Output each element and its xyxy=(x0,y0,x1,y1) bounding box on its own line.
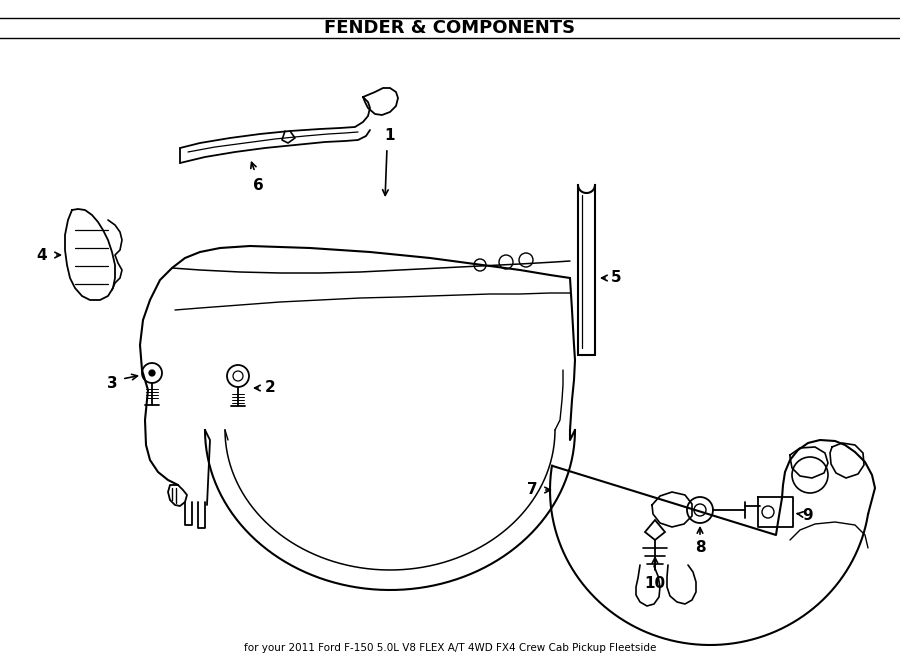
Text: 3: 3 xyxy=(107,375,117,391)
Text: 9: 9 xyxy=(803,508,814,522)
Circle shape xyxy=(149,370,155,376)
Text: 6: 6 xyxy=(253,178,264,192)
Text: 7: 7 xyxy=(526,483,537,498)
Text: for your 2011 Ford F-150 5.0L V8 FLEX A/T 4WD FX4 Crew Cab Pickup Fleetside: for your 2011 Ford F-150 5.0L V8 FLEX A/… xyxy=(244,643,656,653)
Text: 5: 5 xyxy=(611,270,621,286)
Text: 2: 2 xyxy=(265,381,275,395)
Text: 4: 4 xyxy=(37,247,48,262)
Text: FENDER & COMPONENTS: FENDER & COMPONENTS xyxy=(324,19,576,37)
Text: 1: 1 xyxy=(385,128,395,143)
Text: 8: 8 xyxy=(695,541,706,555)
Text: 10: 10 xyxy=(644,576,666,590)
